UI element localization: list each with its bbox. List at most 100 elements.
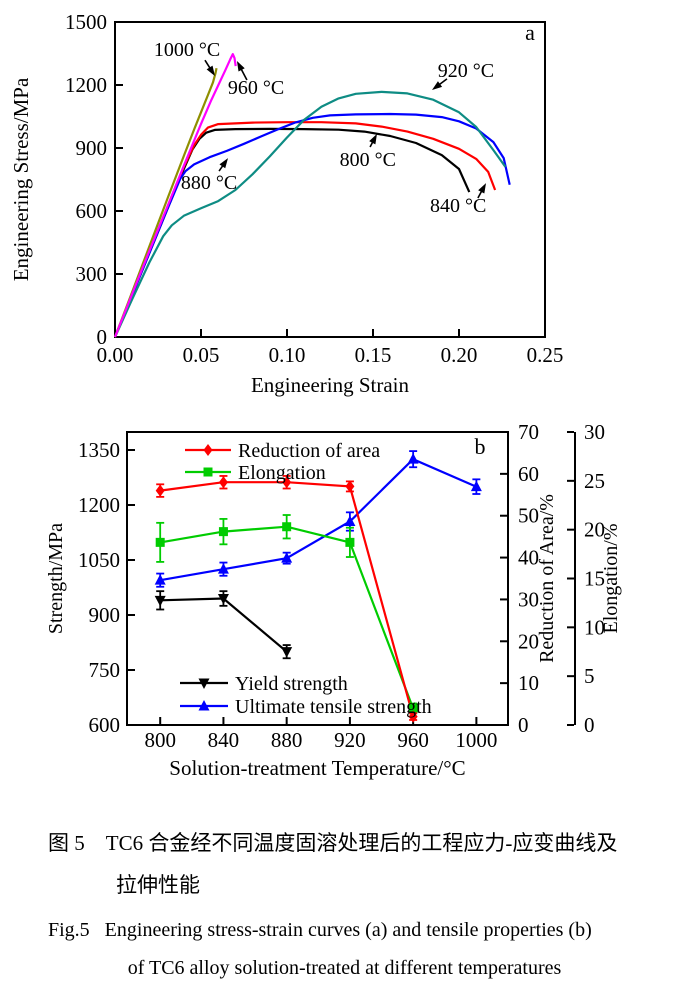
annotation-arrowhead — [219, 158, 229, 169]
x-tick-label: 880 — [271, 728, 303, 752]
y-right2-tick-label: 0 — [584, 713, 595, 737]
curve-label: 800 °C — [340, 149, 396, 171]
annotation-arrowhead — [206, 65, 215, 76]
annotation-arrow — [239, 67, 248, 81]
y-right1-tick-label: 0 — [518, 713, 529, 737]
y-tick-label: 300 — [76, 262, 108, 286]
marker-diamond — [155, 484, 165, 497]
y-right2-axis-title: Elongation/% — [600, 524, 622, 634]
curve-label: 840 °C — [430, 195, 486, 217]
marker-triangle-up — [217, 563, 229, 574]
x-tick-label: 960 — [397, 728, 429, 752]
y-left-tick-label: 750 — [89, 658, 121, 682]
curve-1000C — [113, 67, 218, 338]
curve-880C — [113, 112, 511, 338]
y-tick-label: 0 — [97, 325, 108, 349]
y-right1-tick-label: 10 — [518, 671, 539, 695]
x-tick-label: 840 — [208, 728, 240, 752]
chart-a-frame — [114, 21, 546, 338]
marker-triangle-up — [198, 700, 210, 711]
marker-triangle-up — [154, 574, 166, 585]
y-left-tick-label: 1200 — [78, 493, 120, 517]
panel-label-a: a — [525, 20, 535, 45]
x-axis-title: Engineering Strain — [251, 373, 410, 397]
caption-zh-line1: 图 5 TC6 合金经不同温度固溶处理后的工程应力-应变曲线及 — [48, 831, 618, 855]
x-tick-label: 0.20 — [441, 343, 478, 367]
curve-label: 960 °C — [228, 77, 284, 99]
caption-en-line2: of TC6 alloy solution-treated at differe… — [127, 956, 562, 979]
x-tick-label: 1000 — [455, 728, 497, 752]
curve-960C — [113, 52, 237, 338]
y-left-tick-label: 1050 — [78, 548, 120, 572]
legend-label: Ultimate tensile strength — [235, 696, 432, 718]
y-left-tick-label: 600 — [89, 713, 121, 737]
x-tick-label: 0.15 — [355, 343, 392, 367]
y-right1-axis-title: Reduction of Area/% — [536, 494, 558, 663]
y-right1-tick-label: 30 — [518, 587, 539, 611]
y-right2-tick-label: 10 — [584, 615, 605, 639]
marker-triangle-down — [198, 678, 210, 689]
caption-en-line1: Fig.5 Engineering stress-strain curves (… — [48, 918, 592, 941]
y-right1-tick-label: 70 — [518, 420, 539, 444]
x-tick-label: 800 — [144, 728, 176, 752]
x-axis-title: Solution-treatment Temperature/°C — [169, 756, 465, 780]
x-tick-label: 0.00 — [97, 343, 134, 367]
y-left-tick-label: 900 — [89, 603, 121, 627]
y-left-axis-title: Strength/MPa — [45, 523, 67, 634]
marker-triangle-up — [344, 515, 356, 526]
legend-label: Reduction of area — [238, 440, 380, 462]
marker-square — [203, 467, 213, 477]
marker-diamond — [282, 476, 292, 489]
x-tick-label: 0.10 — [269, 343, 306, 367]
y-right1-tick-label: 60 — [518, 462, 539, 486]
annotation-arrowhead — [236, 61, 245, 72]
x-tick-label: 920 — [334, 728, 366, 752]
y-right2-tick-label: 30 — [584, 420, 605, 444]
y-right1-tick-label: 50 — [518, 504, 539, 528]
marker-square — [282, 522, 292, 532]
curve-label: 880 °C — [181, 172, 237, 194]
annotation-arrowhead — [431, 81, 443, 91]
y-tick-label: 600 — [76, 199, 108, 223]
marker-triangle-down — [217, 594, 229, 605]
marker-diamond — [345, 480, 355, 493]
y-right1-tick-label: 40 — [518, 546, 539, 570]
curve-800C — [113, 127, 471, 338]
marker-triangle-up — [281, 552, 293, 563]
chart-b-frame — [126, 431, 509, 726]
y-tick-label: 1500 — [65, 10, 107, 34]
annotation-arrowhead — [478, 183, 487, 194]
series-line-ultimate-tensile-strength — [160, 457, 477, 582]
annotation-arrowhead — [369, 133, 377, 145]
legend-label: Yield strength — [235, 673, 348, 695]
marker-square — [345, 537, 355, 547]
marker-triangle-up — [407, 453, 419, 464]
marker-diamond — [203, 444, 213, 456]
stress-strain-chart: 0.00 0.05 0.10 0.15 0.20 0.25 0 300 600 900 1200 15… — [9, 10, 564, 397]
x-tick-label: 0.25 — [527, 343, 564, 367]
marker-triangle-down — [281, 647, 293, 658]
marker-square — [408, 703, 418, 713]
y-right1-tick-label: 20 — [518, 629, 539, 653]
y-axis-title: Engineering Stress/MPa — [9, 77, 33, 281]
y-left-tick-label: 1350 — [78, 438, 120, 462]
tensile-properties-chart: 800 840 880 920 960 1000600750900105012001350… — [45, 420, 622, 780]
y-right2-tick-label: 25 — [584, 469, 605, 493]
y-right2-tick-label: 5 — [584, 664, 595, 688]
y-tick-label: 900 — [76, 136, 108, 160]
curve-920C — [113, 90, 507, 338]
marker-diamond — [408, 710, 418, 723]
curve-label: 1000 °C — [154, 39, 220, 61]
marker-triangle-down — [154, 595, 166, 607]
y-tick-label: 1200 — [65, 73, 107, 97]
panel-label-b: b — [475, 434, 486, 459]
figure-captions: 图 5 TC6 合金经不同温度固溶处理后的工程应力-应变曲线及 拉伸性能 Fig… — [0, 829, 677, 981]
marker-square — [218, 527, 228, 537]
legend-label: Elongation — [238, 462, 326, 484]
y-right2-tick-label: 15 — [584, 567, 605, 591]
marker-square — [155, 537, 165, 547]
curve-label: 920 °C — [438, 60, 494, 82]
marker-diamond — [218, 476, 228, 489]
caption-zh-line2: 拉伸性能 — [116, 873, 200, 898]
